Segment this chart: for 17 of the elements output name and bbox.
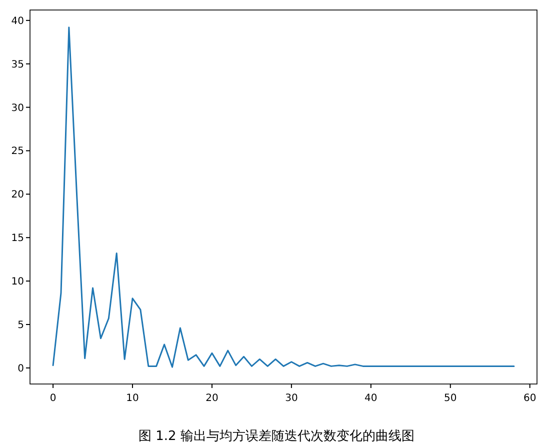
x-tick-label: 0 — [50, 393, 56, 404]
x-tick-label: 50 — [444, 393, 457, 404]
x-tick-label: 10 — [126, 393, 139, 404]
y-tick-label: 10 — [11, 276, 24, 288]
x-tick-label: 40 — [364, 393, 378, 404]
x-tick-label: 20 — [206, 393, 218, 404]
y-tick-label: 35 — [11, 59, 24, 70]
x-tick-label: 60 — [523, 393, 536, 404]
y-tick-label: 5 — [18, 320, 24, 331]
x-tick-label: 30 — [285, 393, 298, 404]
y-tick-label: 40 — [11, 16, 24, 27]
text: 图 1.2 输出与均方误差随迭代次数变化的曲线图 — [138, 428, 414, 444]
y-tick-label: 15 — [11, 233, 24, 244]
y-tick-label: 25 — [11, 146, 24, 158]
y-tick-label: 30 — [11, 102, 24, 114]
y-tick-label: 20 — [11, 190, 24, 201]
y-tick-label: 0 — [18, 363, 24, 374]
